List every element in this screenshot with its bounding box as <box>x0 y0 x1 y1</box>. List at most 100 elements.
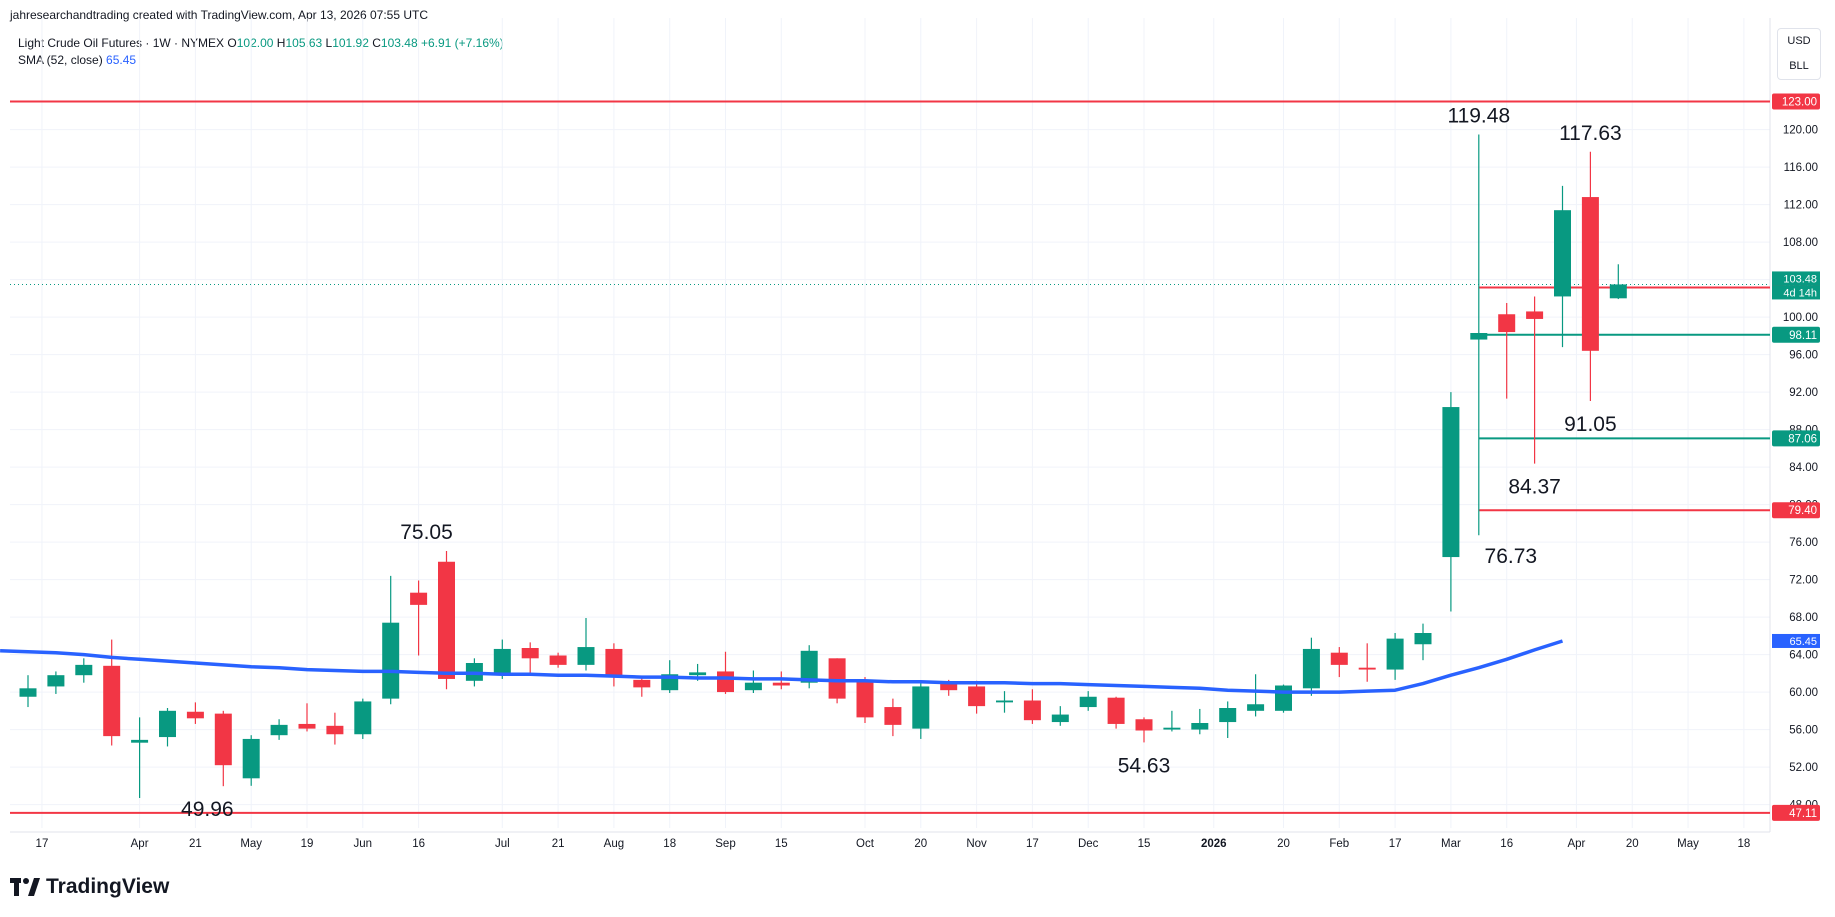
x-tick-label: 18 <box>1737 838 1750 850</box>
x-tick-label: Jul <box>495 838 510 850</box>
currency-label[interactable]: USD <box>1787 35 1811 47</box>
candle-body <box>521 648 539 659</box>
close-label: C <box>372 36 381 50</box>
y-tick-label: 120.00 <box>1783 125 1818 137</box>
candle-body <box>1358 667 1376 670</box>
candle-body <box>689 672 707 676</box>
level-price-tag <box>1772 93 1820 110</box>
candle-body <box>912 686 930 729</box>
unit-label[interactable]: BLL <box>1789 60 1809 72</box>
level-price-tag <box>1772 430 1820 447</box>
candle-body <box>1414 633 1432 645</box>
candle-body <box>1442 407 1460 558</box>
time-axis: 17 Apr 21 May 19 Jun 16 Jul 21 Aug 18 Sep 15 Oct 20 Nov… <box>36 838 1751 850</box>
candle-body <box>633 679 651 688</box>
candle-body <box>1163 727 1181 730</box>
y-tick-label: 64.00 <box>1789 650 1818 662</box>
candle-body <box>75 664 93 676</box>
x-tick-label: Sep <box>715 838 735 850</box>
axis-price-label: 65.45 <box>1789 636 1817 648</box>
x-tick-label: Apr <box>131 838 149 850</box>
candle-body <box>242 738 260 779</box>
candle-body <box>1191 723 1209 730</box>
price-annotation: 91.05 <box>1564 413 1617 436</box>
candle-body <box>159 710 176 738</box>
level-price-tag <box>1772 502 1820 519</box>
sma-value: 65.45 <box>106 53 137 67</box>
candle-body <box>800 650 818 683</box>
attribution-text: jahresearchandtrading created with Tradi… <box>10 8 429 22</box>
y-tick-label: 92.00 <box>1789 387 1818 399</box>
x-tick-label: Aug <box>604 838 624 850</box>
x-tick-label: 20 <box>1277 838 1290 850</box>
candle-body <box>186 711 204 719</box>
price-annotation: 117.63 <box>1559 122 1622 145</box>
candle-body <box>884 707 902 725</box>
tradingview-logo[interactable]: TradingView <box>10 875 169 899</box>
high-label: H <box>276 36 286 50</box>
y-tick-label: 112.00 <box>1784 200 1818 212</box>
candle-body <box>1526 311 1544 319</box>
low-label: L <box>325 36 333 50</box>
x-tick-label: 20 <box>1626 838 1639 850</box>
candle-body <box>605 648 623 678</box>
y-tick-label: 72.00 <box>1789 575 1818 587</box>
candle-body <box>1219 708 1237 723</box>
level-price-label: 123.00 <box>1782 96 1817 108</box>
x-tick-label: 18 <box>663 838 676 850</box>
high-value: 105.63 <box>285 36 323 50</box>
close-value: 103.48 <box>380 36 418 50</box>
candle-body <box>214 713 232 766</box>
change-value: +6.91 (+7.16%) <box>420 36 504 50</box>
x-tick-label: 17 <box>1389 838 1402 850</box>
chart-grid <box>10 18 1771 833</box>
y-tick-label: 68.00 <box>1789 612 1818 624</box>
axis-price-tag <box>1772 285 1820 300</box>
sma-line <box>0 639 1564 694</box>
candlesticks <box>19 134 1627 798</box>
candle-body <box>354 701 372 735</box>
y-tick-label: 76.00 <box>1789 537 1818 549</box>
symbol-name[interactable]: Light Crude Oil Futures · 1W · NYMEX <box>18 36 225 50</box>
candle-body <box>968 686 986 707</box>
y-tick-label: 84.00 <box>1789 462 1818 474</box>
axis-price-tag <box>1772 271 1820 286</box>
y-tick-label: 116.00 <box>1784 162 1818 174</box>
currency-unit-box[interactable]: USD BLL <box>1777 28 1821 80</box>
price-annotation: 54.63 <box>1118 754 1171 777</box>
y-tick-label: 56.00 <box>1789 725 1818 737</box>
candle-body <box>1107 697 1125 724</box>
candle-body <box>940 681 958 691</box>
level-price-label: 79.40 <box>1788 505 1817 517</box>
y-tick-label: 108.00 <box>1783 237 1818 249</box>
low-value: 101.92 <box>332 36 369 50</box>
candle-body <box>270 724 288 736</box>
candle-body <box>1386 638 1404 670</box>
x-tick-label: 16 <box>1500 838 1513 850</box>
candle-body <box>1609 284 1627 299</box>
level-price-label: 98.11 <box>1789 330 1817 342</box>
level-price-tag <box>1772 326 1820 343</box>
candle-body <box>47 675 65 687</box>
x-tick-label: 15 <box>775 838 788 850</box>
candle-body <box>744 682 762 691</box>
candle-body <box>19 688 37 697</box>
x-tick-label: 16 <box>412 838 425 850</box>
y-tick-label: 52.00 <box>1789 762 1818 774</box>
price-annotation: 49.96 <box>181 798 234 821</box>
candle-body <box>772 682 790 686</box>
x-tick-label: 2026 <box>1201 838 1227 850</box>
x-tick-label: Dec <box>1078 838 1099 850</box>
price-axis: 48.0052.0056.0060.0064.0068.0072.0076.00… <box>1772 93 1820 821</box>
x-tick-label: May <box>1677 838 1699 850</box>
candle-body <box>131 739 149 743</box>
x-tick-label: 21 <box>552 838 565 850</box>
open-value: 102.00 <box>236 36 274 50</box>
x-tick-label: Mar <box>1441 838 1461 850</box>
horizontal-levels <box>10 100 1770 814</box>
chart-legend: Light Crude Oil Futures · 1W · NYMEX O10… <box>18 35 504 69</box>
sma-row[interactable]: SMA (52, close) 65.45 <box>18 52 504 69</box>
candle-body <box>438 561 455 679</box>
level-price-tag <box>1772 804 1820 821</box>
